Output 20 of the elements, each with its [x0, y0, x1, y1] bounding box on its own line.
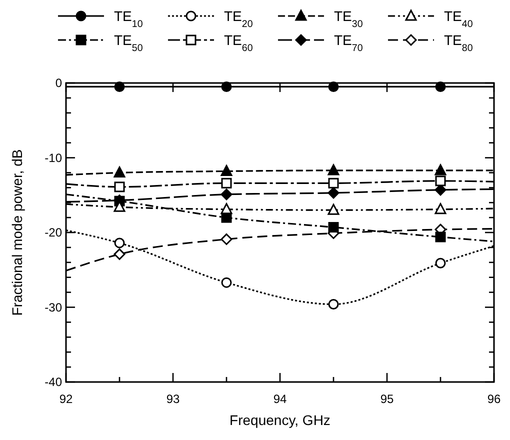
legend-label: TE$_{80}$: [444, 32, 474, 54]
x-tick-label: 92: [59, 392, 73, 406]
x-tick-label: 94: [273, 392, 287, 406]
legend-label: TE$_{60}$: [224, 32, 254, 54]
y-tick-label: -10: [44, 150, 62, 165]
y-axis-title: Fractional mode power, dB: [9, 149, 25, 316]
legend-label: TE$_{40}$: [444, 8, 474, 30]
legend-label: TE$_{10}$: [114, 8, 144, 30]
x-tick-label: 93: [166, 392, 180, 406]
y-tick-label: 0: [55, 76, 62, 90]
legend-label: TE$_{70}$: [334, 32, 364, 54]
legend-label: TE$_{30}$: [334, 8, 364, 30]
y-tick-label: -40: [44, 375, 62, 389]
x-axis-title: Frequency, GHz: [230, 412, 330, 428]
y-tick-label: -20: [44, 226, 62, 240]
legend-label: TE$_{20}$: [224, 8, 254, 30]
x-tick-label: 95: [380, 392, 394, 406]
x-tick-label: 96: [487, 392, 501, 406]
legend-label: TE$_{50}$: [114, 32, 144, 54]
y-tick-label: -30: [44, 300, 62, 314]
